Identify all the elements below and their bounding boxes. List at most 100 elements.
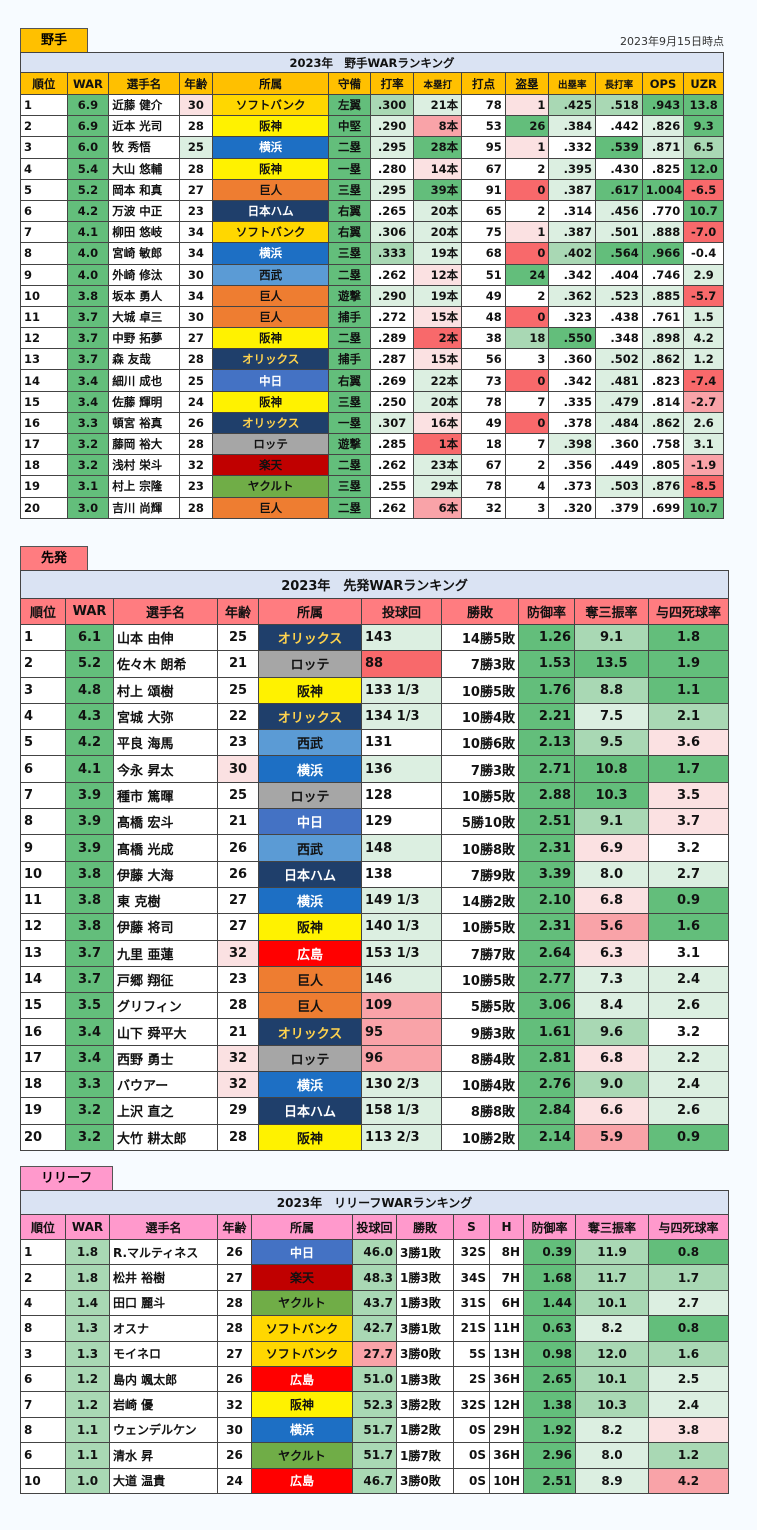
relievers-header-10[interactable]: 奪三振率 [575,1214,649,1240]
fielders-cell-出塁率: .384 [548,115,597,138]
fielders-cell-打率: .295 [369,178,415,201]
relievers-header-6[interactable]: 勝敗 [396,1214,454,1240]
starters-header-9[interactable]: 与四死球率 [647,598,730,625]
fielders-cell-OPS: .966 [641,242,685,265]
starters-header-7[interactable]: 防御率 [518,598,575,625]
fielders-cell-OPS: .758 [641,432,685,456]
relievers-cell-投球回: 52.3 [352,1391,397,1418]
starters-table-row: 14 3.7 戸郷 翔征 23 巨人 146 10勝5敗 2.77 7.3 2.4 [20,965,730,994]
relievers-header-1[interactable]: WAR [65,1214,110,1240]
relievers-header-3[interactable]: 年齢 [217,1214,252,1240]
fielders-cell-出塁率: .360 [548,348,597,371]
fielders-header-0[interactable]: 順位 [20,72,68,95]
starters-header-6[interactable]: 勝敗 [441,598,519,625]
fielders-header-11[interactable]: 長打率 [595,72,643,95]
relievers-cell-H: 10H [489,1467,524,1494]
fielders-cell-守備: 遊撃 [328,284,371,307]
starters-header-0[interactable]: 順位 [20,598,66,625]
relievers-header-8[interactable]: H [489,1214,524,1240]
relievers-cell-防御率: 1.44 [523,1289,576,1317]
fielders-cell-打率: .250 [369,390,415,413]
starters-cell-年齢: 26 [217,860,259,888]
fielders-header-1[interactable]: WAR [66,72,110,95]
starters-cell-防御率: 2.64 [518,939,575,967]
relievers-cell-与四死球率: 0.8 [647,1238,730,1266]
fielders-cell-本塁打: 21本 [413,93,463,117]
relievers-header-11[interactable]: 与四死球率 [647,1214,730,1240]
starters-cell-投球回: 109 [361,992,442,1020]
relievers-cell-選手名: 大道 温貴 [109,1467,218,1494]
relievers-cell-年齢: 24 [217,1467,252,1494]
relievers-cell-奪三振率: 8.2 [575,1315,649,1342]
fielders-header-3[interactable]: 年齢 [178,72,214,95]
fielder-tab[interactable]: 野手 [20,28,89,52]
starters-header-2[interactable]: 選手名 [113,598,218,625]
fielders-table-row: 20 3.0 吉川 尚輝 28 巨人 二塁 .262 6本 32 3.320.379.699 10.… [20,496,724,519]
fielders-cell-年齢: 30 [178,263,214,286]
fielders-cell-盗塁: 24 [504,263,550,286]
starter-tab[interactable]: 先発 [20,546,89,570]
relievers-header-2[interactable]: 選手名 [109,1214,218,1240]
fielders-header-6[interactable]: 打率 [369,72,415,95]
starters-cell-防御率: 1.76 [518,676,575,704]
relievers-cell-奪三振率: 10.1 [575,1289,649,1317]
fielders-cell-WAR: 3.2 [66,454,110,477]
fielders-cell-順位: 9 [20,263,68,286]
fielders-cell-盗塁: 0 [504,411,550,435]
fielders-cell-選手名: 村上 宗隆 [108,475,180,498]
relievers-cell-投球回: 43.7 [352,1289,397,1317]
relievers-cell-順位: 6 [20,1442,66,1469]
relievers-cell-年齢: 28 [217,1289,252,1317]
relievers-header-0[interactable]: 順位 [20,1214,66,1240]
fielders-header-5[interactable]: 守備 [328,72,371,95]
starters-cell-防御率: 2.10 [518,886,575,915]
starters-header-5[interactable]: 投球回 [361,598,442,625]
fielders-header-12[interactable]: OPS [641,72,685,95]
starters-cell-所属: 広島 [258,939,362,967]
starters-header-1[interactable]: WAR [65,598,114,625]
relievers-header-5[interactable]: 投球回 [352,1214,397,1240]
fielders-cell-打率: .285 [369,432,415,456]
fielders-table-row: 13 3.7 森 友哉 28 オリックス 捕手 .287 15本 56 3.360.502.862… [20,348,724,371]
fielders-header-2[interactable]: 選手名 [108,72,180,95]
fielders-header-9[interactable]: 盗塁 [504,72,550,95]
fielders-cell-順位: 4 [20,157,68,180]
fielders-cell-UZR: -7.0 [683,221,724,244]
relievers-cell-選手名: R.マルティネス [109,1238,218,1266]
starters-cell-勝敗: 8勝4敗 [441,1044,519,1073]
starters-cell-順位: 19 [20,1097,66,1125]
starters-cell-投球回: 140 1/3 [361,913,442,941]
fielders-cell-打率: .306 [369,221,415,244]
starters-cell-投球回: 130 2/3 [361,1071,442,1099]
fielders-cell-UZR: -6.5 [683,178,724,201]
fielders-cell-WAR: 3.7 [66,327,110,350]
starters-cell-防御率: 2.13 [518,729,575,757]
starters-cell-選手名: 伊藤 将司 [113,913,218,941]
starters-cell-勝敗: 9勝3敗 [441,1018,519,1046]
relievers-header-4[interactable]: 所属 [251,1214,353,1240]
fielders-cell-WAR: 3.2 [66,432,110,456]
fielders-cell-出塁率: .314 [548,199,597,223]
fielders-cell-順位: 6 [20,199,68,223]
starters-header-4[interactable]: 所属 [258,598,362,625]
relief-tab[interactable]: リリーフ [20,1166,114,1190]
relievers-cell-WAR: 1.3 [65,1340,110,1367]
fielders-cell-所属: 中日 [212,369,330,392]
fielders-cell-守備: 三塁 [328,390,371,413]
fielders-header-4[interactable]: 所属 [212,72,330,95]
starters-header-8[interactable]: 奪三振率 [574,598,649,625]
starters-cell-順位: 9 [20,834,66,862]
fielders-cell-盗塁: 4 [504,475,550,498]
relievers-cell-WAR: 1.4 [65,1289,110,1317]
fielders-header-10[interactable]: 出塁率 [548,72,597,95]
fielders-cell-長打率: .438 [595,305,643,329]
fielders-header-13[interactable]: UZR [683,72,724,95]
relievers-cell-年齢: 26 [217,1365,252,1393]
fielders-header-8[interactable]: 打点 [461,72,506,95]
fielders-cell-本塁打: 6本 [413,496,463,519]
relievers-header-9[interactable]: 防御率 [523,1214,576,1240]
relievers-cell-奪三振率: 12.0 [575,1340,649,1367]
starters-header-3[interactable]: 年齢 [217,598,259,625]
fielders-header-7[interactable]: 本塁打 [413,72,463,95]
relievers-header-7[interactable]: S [453,1214,490,1240]
